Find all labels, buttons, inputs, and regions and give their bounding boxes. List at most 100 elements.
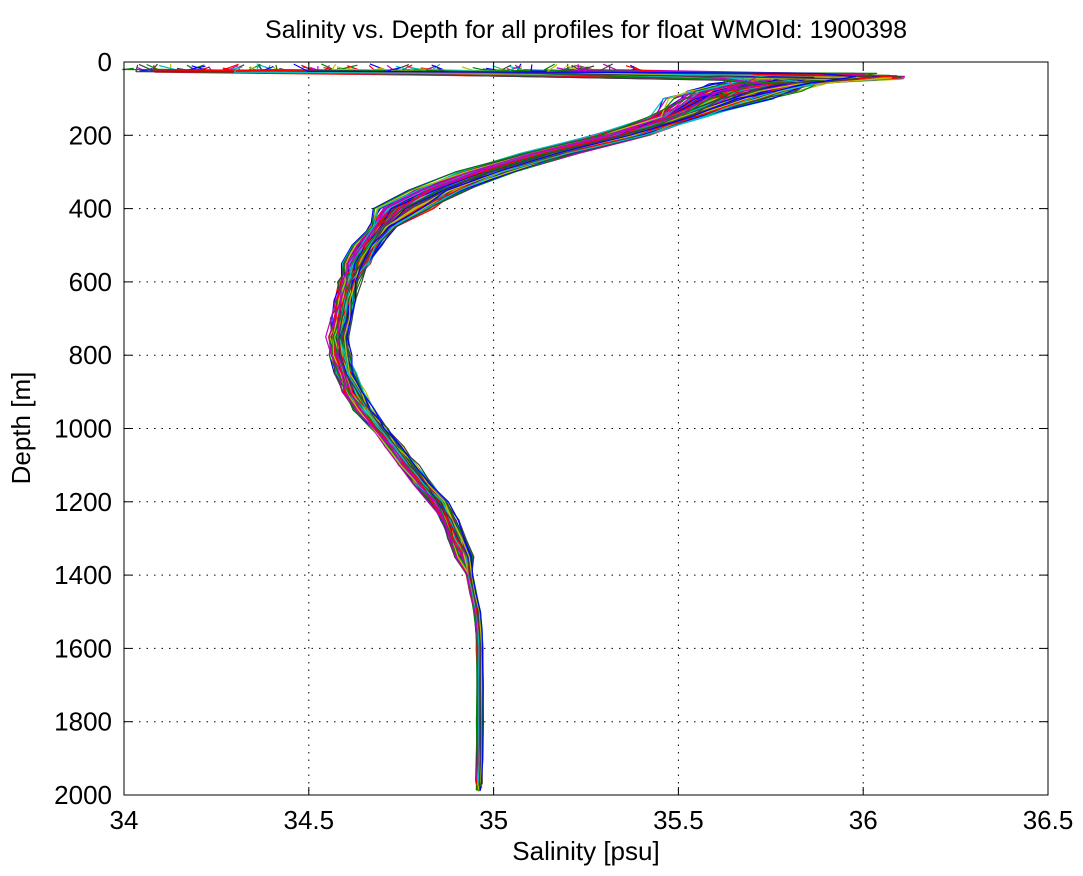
profile-line: [317, 66, 905, 783]
y-tick-label: 800: [69, 340, 112, 370]
y-tick-label: 1000: [54, 414, 112, 444]
profile-line: [222, 67, 835, 781]
profile-line: [323, 67, 890, 787]
x-tick-label: 36: [849, 805, 878, 835]
profile-line: [345, 67, 779, 788]
profile-line: [152, 68, 898, 779]
profile-line: [188, 65, 890, 789]
profile-line: [340, 68, 904, 784]
profile-line: [150, 63, 902, 790]
profile-line: [328, 67, 743, 791]
y-tick-label: 1600: [54, 633, 112, 663]
profile-line: [343, 64, 882, 788]
profile-line: [332, 64, 834, 779]
profile-line: [279, 67, 857, 785]
profile-line: [327, 66, 768, 785]
y-tick-labels: 0 200 400 600 800 1000 1200 1400 1600 1800 2000: [54, 47, 112, 810]
y-tick-label: 2000: [54, 780, 112, 810]
profile-line: [341, 63, 859, 788]
y-tick-label: 200: [69, 120, 112, 150]
profile-line: [271, 65, 826, 785]
profile-line: [321, 63, 845, 778]
profile-line: [340, 66, 902, 786]
profile-line: [333, 65, 839, 783]
profile-line: [257, 66, 818, 789]
y-tick-label: 0: [98, 47, 112, 77]
profile-line: [302, 66, 881, 781]
profile-line: [332, 66, 848, 786]
profile-line: [340, 64, 879, 782]
profile-line: [331, 63, 776, 789]
profile-line: [340, 66, 893, 788]
profile-line: [345, 63, 881, 781]
x-tick-labels: 34 34.5 35 35.5 36 36.5: [110, 805, 1074, 835]
profile-line: [339, 67, 893, 790]
profile-line: [258, 64, 856, 789]
profile-line: [337, 67, 839, 785]
x-tick-label: 34: [110, 805, 139, 835]
profile-line: [192, 66, 825, 788]
y-tick-label: 600: [69, 267, 112, 297]
profile-line: [337, 65, 814, 788]
profile-line: [331, 65, 877, 790]
profile-line: [345, 63, 902, 789]
profile-line: [256, 63, 817, 778]
profile-line: [339, 67, 748, 782]
profile-line: [343, 64, 834, 784]
profile-line: [195, 67, 862, 780]
profile-line: [267, 64, 791, 789]
profile-line: [335, 64, 898, 790]
profile-line: [249, 66, 873, 791]
profile-line: [336, 66, 877, 783]
profile-line: [181, 68, 882, 781]
profile-line: [336, 67, 891, 787]
profile-line: [325, 63, 865, 789]
x-axis-label: Salinity [psu]: [512, 836, 659, 866]
profile-line: [230, 64, 853, 787]
profile-line: [336, 68, 761, 778]
profile-line: [293, 63, 857, 784]
profile-line: [341, 64, 857, 783]
profile-line: [348, 67, 881, 782]
profile-line: [333, 68, 856, 782]
profile-line: [337, 64, 757, 786]
profile-line: [340, 64, 785, 791]
x-tick-label: 34.5: [283, 805, 334, 835]
profile-line: [340, 64, 824, 785]
y-tick-label: 1200: [54, 487, 112, 517]
profile-line: [332, 67, 770, 790]
profile-line: [332, 66, 855, 780]
profile-line: [329, 65, 872, 780]
profile-line: [336, 63, 797, 784]
profile-line: [339, 64, 847, 781]
profile-line: [249, 66, 869, 786]
profile-line: [340, 65, 770, 785]
profile-line: [261, 65, 882, 783]
profile-line: [339, 66, 815, 781]
profile-line: [332, 67, 735, 791]
profile-line: [333, 65, 824, 788]
profile-line: [346, 67, 825, 777]
profile-line: [331, 65, 763, 792]
profile-line: [328, 67, 767, 780]
profile-line: [342, 65, 862, 781]
profile-line: [233, 68, 815, 784]
x-tick-label: 35.5: [653, 805, 704, 835]
profile-line: [332, 64, 801, 780]
profile-line: [339, 67, 879, 782]
plot-frame: [123, 61, 1049, 796]
profile-line: [336, 64, 879, 784]
profile-line: [256, 65, 867, 789]
profile-line: [312, 67, 824, 783]
profile-line: [342, 66, 778, 781]
profile-line: [335, 67, 745, 792]
profile-line: [336, 64, 818, 788]
profile-line: [343, 69, 880, 779]
profile-line: [328, 65, 818, 779]
profile-line: [324, 65, 792, 785]
profile-line: [337, 65, 856, 779]
profile-line: [340, 68, 756, 787]
profile-line: [191, 65, 866, 779]
